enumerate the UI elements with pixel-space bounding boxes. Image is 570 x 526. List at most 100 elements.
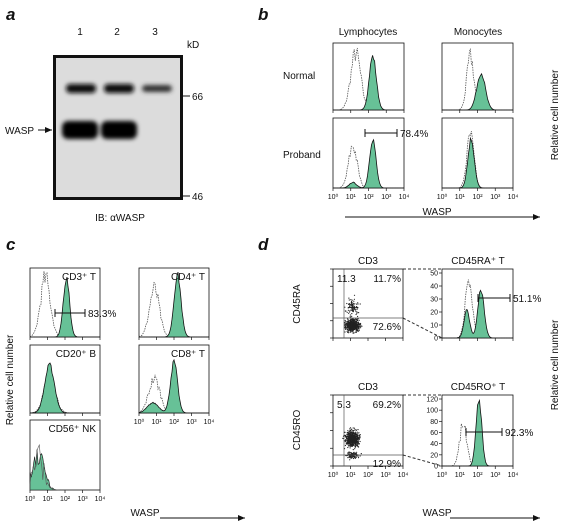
x-tick-label: 10³ xyxy=(381,194,392,201)
event-dot xyxy=(346,330,348,332)
event-dot xyxy=(354,328,356,331)
event-dot xyxy=(355,310,357,313)
event-dot xyxy=(356,444,358,446)
plot-title: CD20⁺ B xyxy=(56,349,97,360)
event-dot xyxy=(358,437,360,439)
event-dot xyxy=(352,449,354,451)
event-dot xyxy=(359,303,361,305)
event-dot xyxy=(354,446,356,448)
event-dot xyxy=(353,306,355,308)
event-dot xyxy=(350,299,352,301)
event-dot xyxy=(357,302,359,304)
x-tick-label: 10⁰ xyxy=(328,471,339,479)
event-dot xyxy=(353,332,355,334)
event-dot xyxy=(353,300,355,302)
x-tick-label: 10² xyxy=(169,419,180,426)
x-tick-label: 10⁴ xyxy=(508,194,519,201)
event-dot xyxy=(346,326,348,328)
event-dot xyxy=(357,429,359,431)
x-tick-label: 10² xyxy=(472,472,483,479)
event-dot xyxy=(351,436,353,438)
event-dot xyxy=(356,433,358,436)
x-tick-label: 10⁴ xyxy=(399,194,410,201)
event-dot xyxy=(350,322,352,324)
event-dot xyxy=(360,327,362,329)
panel-letter: b xyxy=(258,5,268,24)
event-dot xyxy=(355,436,357,438)
event-dot xyxy=(347,318,349,320)
control-histogram xyxy=(29,443,100,491)
event-dot xyxy=(353,298,355,300)
event-dot xyxy=(358,312,360,314)
gate-value: 51.1% xyxy=(513,294,541,305)
event-dot xyxy=(354,303,356,305)
event-dot xyxy=(361,325,363,327)
event-dot xyxy=(344,441,346,443)
x-tick-label: 10⁰ xyxy=(134,418,145,426)
event-dot xyxy=(356,312,358,314)
event-dot xyxy=(348,330,350,332)
event-dot xyxy=(351,328,353,330)
event-dot xyxy=(360,325,362,328)
event-dot xyxy=(348,431,350,433)
event-dot xyxy=(347,440,349,442)
y-tick-label: 0 xyxy=(434,464,438,471)
caption: IB: αWASP xyxy=(95,213,145,224)
event-dot xyxy=(354,331,357,333)
event-dot xyxy=(350,326,352,328)
panel-letter: c xyxy=(6,235,16,254)
lane-label: 2 xyxy=(114,27,120,38)
lane-label: 3 xyxy=(152,27,158,38)
event-dot xyxy=(358,446,360,448)
event-dot xyxy=(352,442,354,444)
event-dot xyxy=(347,437,349,439)
event-dot xyxy=(354,457,356,459)
event-dot xyxy=(344,310,346,312)
event-dot xyxy=(354,440,356,442)
event-dot xyxy=(348,327,350,329)
event-dot xyxy=(350,321,353,323)
event-dot xyxy=(348,306,350,309)
event-dot xyxy=(350,452,353,454)
event-dot xyxy=(352,440,354,442)
event-dot xyxy=(350,428,353,430)
event-dot xyxy=(351,315,353,317)
event-dot xyxy=(352,439,354,441)
y-tick-label: 80 xyxy=(430,419,438,426)
event-dot xyxy=(355,331,357,333)
y-tick-label: 100 xyxy=(426,408,438,415)
sample-histogram xyxy=(30,362,100,414)
event-dot xyxy=(359,437,361,439)
event-dot xyxy=(355,324,357,326)
x-label: WASP xyxy=(130,508,159,519)
event-dot xyxy=(344,306,346,308)
x-tick-label: 10⁰ xyxy=(25,495,36,503)
event-dot xyxy=(345,443,347,445)
event-dot xyxy=(353,427,356,429)
event-dot xyxy=(346,311,348,313)
event-dot xyxy=(347,328,349,330)
event-dot xyxy=(344,331,346,333)
event-dot xyxy=(347,452,349,454)
event-dot xyxy=(357,326,359,328)
x-tick-label: 10³ xyxy=(380,472,391,479)
y-tick-label: 50 xyxy=(430,271,438,278)
event-dot xyxy=(353,327,355,329)
event-dot xyxy=(349,311,351,313)
event-dot xyxy=(352,444,355,446)
event-dot xyxy=(355,445,357,447)
event-dot xyxy=(345,323,347,325)
x-tick-label: 10¹ xyxy=(346,194,357,201)
event-dot xyxy=(347,326,349,328)
event-dot xyxy=(354,320,356,322)
x-tick-label: 10² xyxy=(472,194,483,201)
x-tick-label: 10¹ xyxy=(345,472,356,479)
event-dot xyxy=(351,306,353,308)
event-dot xyxy=(347,322,349,324)
event-dot xyxy=(344,319,346,322)
x-tick-label: 10² xyxy=(363,194,374,201)
event-dot xyxy=(349,431,351,433)
event-dot xyxy=(349,314,351,316)
event-dot xyxy=(345,436,347,438)
y-tick-label: 40 xyxy=(430,284,438,291)
